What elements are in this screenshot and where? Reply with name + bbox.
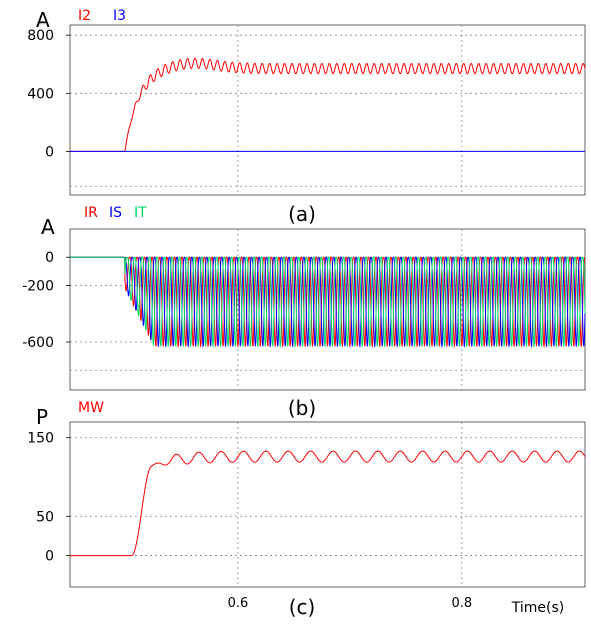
panel-b-legend-is: IS bbox=[109, 205, 122, 221]
panel-b-series-it bbox=[70, 256, 586, 349]
panel-c-ytick-label-2: 0 bbox=[45, 549, 54, 565]
panel-a-legend-i3: I3 bbox=[113, 8, 126, 24]
panel-b-plot-area bbox=[69, 228, 586, 391]
panel-b-series bbox=[70, 256, 586, 349]
panel-a-ytick-label-2: 0 bbox=[45, 144, 54, 160]
panel-a-ytick-label-1: 400 bbox=[27, 86, 54, 102]
panel-a-series-i2 bbox=[70, 57, 586, 152]
panel-c-ytick-label-0: 150 bbox=[27, 431, 54, 447]
panel-a-ytick-label-0: 800 bbox=[27, 28, 54, 44]
panel-b: 0 -200 -600 A IR IS IT (b) bbox=[22, 205, 586, 420]
panel-b-ylabel: A bbox=[41, 215, 55, 239]
panel-c-series-mw bbox=[70, 450, 586, 557]
panel-a: 800 400 0 A I2 I3 (a) bbox=[27, 8, 586, 226]
panel-b-series-ir bbox=[70, 256, 586, 348]
panel-c-series bbox=[70, 450, 586, 557]
panel-a-plot-area bbox=[69, 24, 586, 196]
panel-a-caption: (a) bbox=[288, 202, 316, 226]
panel-c-legend-mw: MW bbox=[78, 400, 104, 416]
panel-b-legend-it: IT bbox=[134, 205, 147, 221]
panel-c-xlabel: Time(s) bbox=[511, 600, 564, 616]
panel-a-ylabel: A bbox=[36, 8, 50, 32]
panel-b-ytick-label-0: 0 bbox=[45, 250, 54, 266]
panel-c-xtick-label-0: 0.6 bbox=[228, 596, 249, 611]
panel-c-ytick-label-1: 50 bbox=[36, 509, 54, 525]
panel-a-yticks: 800 400 0 bbox=[27, 28, 70, 160]
panel-b-yticks: 0 -200 -600 bbox=[22, 250, 70, 351]
panel-b-ytick-label-1: -200 bbox=[22, 278, 54, 294]
panel-a-series bbox=[70, 57, 586, 152]
panel-c-xticks: 0.6 0.8 bbox=[228, 596, 473, 611]
panel-c-yticks: 150 50 0 bbox=[27, 431, 70, 565]
panel-b-caption: (b) bbox=[288, 396, 316, 420]
panel-a-legend-i2: I2 bbox=[78, 8, 91, 24]
panel-c-plot-area bbox=[69, 421, 586, 588]
panel-c-grid bbox=[70, 422, 585, 587]
panel-b-ytick-label-2: -600 bbox=[22, 335, 54, 351]
panel-c-caption: (c) bbox=[289, 595, 316, 619]
panel-c-ylabel: P bbox=[36, 405, 48, 429]
panel-c-xtick-label-1: 0.8 bbox=[452, 596, 473, 611]
panel-c: 150 50 0 0.6 0.8 P MW (c) Time(s) bbox=[27, 400, 586, 619]
panel-b-legend-ir: IR bbox=[84, 205, 98, 221]
